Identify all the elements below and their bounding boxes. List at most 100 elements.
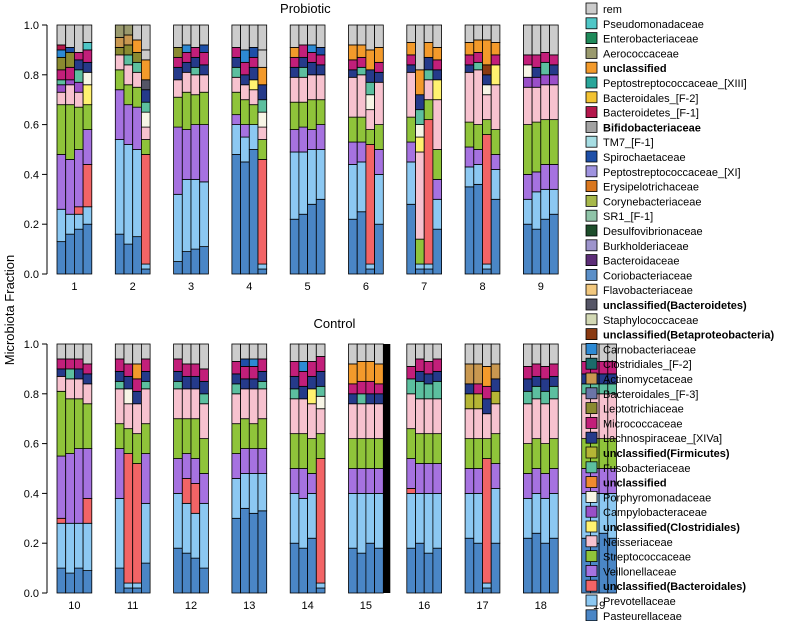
segment-lachnospiraceae-xiva [190,56,201,68]
segment-lachnospiraceae-xiva [531,375,542,387]
segment-streptococcaceae [132,433,142,464]
segment-veillonellaceae [464,146,475,168]
legend-label: Clostridiales_[F-2] [603,359,692,371]
segment-prevotellaceae [123,582,134,589]
segment-rem [415,24,425,71]
segment-unclassified-bacteroidales [74,206,84,215]
segment-streptococcaceae [348,438,358,469]
stacked-bar [181,24,192,275]
segment-veillonellaceae [549,164,559,190]
segment-micrococcaceae [257,358,268,372]
segment-pasteurellaceae [298,213,308,275]
segment-unclassified-bacteroidales [257,159,268,265]
segment-unclassified [132,363,142,380]
segment-micrococcaceae [482,385,492,400]
stacked-bar [406,24,416,275]
stacked-bar [523,24,533,275]
segment-pasteurellaceae [240,507,250,594]
legend-swatch [585,431,598,444]
segment-lachnospiraceae-xiva [482,74,492,86]
segment-lachnospiraceae-xiva [248,66,259,81]
legend-item-coriobacteriaceae-18: Coriobacteriaceae [585,268,692,282]
segment-veillonellaceae [65,159,75,215]
segment-prevotellaceae [140,502,151,564]
stacked-bar [190,24,201,275]
bar-group-1: 1 [56,24,93,293]
segment-neisseriaceae [307,403,317,440]
segment-pasteurellaceae [74,228,84,275]
segment-prevotellaceae [348,492,358,549]
segment-rem [464,343,475,365]
segment-veillonellaceae [289,129,300,153]
segment-micrococcaceae [473,383,483,395]
segment-pasteurellaceae [132,236,142,275]
segment-prevotellaceae [240,473,250,509]
segment-unclassified [365,361,375,382]
segment-neisseriaceae [248,89,259,106]
segment-streptococcaceae [231,423,241,454]
segment-pasteurellaceae [199,567,209,594]
stacked-bar [82,343,93,594]
legend-swatch [585,180,598,193]
segment-rem [248,343,259,360]
stacked-bar [315,24,326,275]
segment-fusobacteriaceae [65,368,75,380]
segment-micrococcaceae [74,51,84,61]
segment-prevotellaceae [257,473,268,512]
segment-neisseriaceae [181,388,192,420]
segment-pasteurellaceae [114,567,125,594]
segment-unclassified [482,366,492,387]
segment-prevotellaceae [199,502,209,569]
segment-streptococcaceae [415,433,425,464]
x-tick-label: 16 [418,600,430,612]
segment-lachnospiraceae-xiva [307,375,317,390]
segment-unclassified-bacteroidales [132,463,142,584]
segment-micrococcaceae [531,363,542,377]
segment-pasteurellaceae [56,241,67,275]
segment-streptococcaceae [74,398,84,449]
segment-streptococcaceae [315,99,326,125]
segment-neisseriaceae [199,403,209,440]
segment-unclassified-bacteroidales [123,453,134,584]
segment-micrococcaceae [374,383,384,395]
segment-streptococcaceae [82,104,93,130]
stacked-bar [248,24,259,275]
x-tick-label: 4 [246,281,252,293]
segment-lachnospiraceae-xiva [531,66,542,78]
legend-label: Lachnospiraceae_[XIVa] [603,433,722,445]
segment-micrococcaceae [348,59,358,71]
segment-prevotellaceae [289,151,300,220]
segment-bacteroidetes-f-1 [56,44,67,51]
legend-swatch [585,550,598,562]
segment-lachnospiraceae-xiva [231,373,241,385]
segment-neisseriaceae [415,151,425,240]
segment-neisseriaceae [307,74,317,101]
segment-neisseriaceae [523,403,533,445]
legend-item-veillonellaceae-38: Veillonellaceae [585,565,676,578]
legend-swatch [585,135,598,148]
segment-micrococcaceae [199,51,209,66]
segment-rem [123,343,134,365]
segment-neisseriaceae [406,393,416,430]
segment-neisseriaceae [549,398,559,440]
segment-fusobacteriaceae [140,101,151,113]
legend-item-aerococcaceae-3: Aerococcaceae [585,47,679,60]
segment-streptococcaceae [199,91,209,126]
segment-rem [173,24,183,48]
segment-unclassified-bacteroidales [82,164,93,208]
segment-micrococcaceae [181,363,192,377]
segment-prevotellaceae [190,512,201,559]
segment-campylobacteraceae [74,81,84,93]
segment-streptococcaceae [415,238,425,265]
segment-rem [199,343,209,370]
segment-rem [490,24,501,43]
segment-lachnospiraceae-xiva [415,370,425,382]
segment-rem [181,24,192,46]
segment-campylobacteraceae [540,74,550,86]
segment-pasteurellaceae [432,547,442,594]
segment-veillonellaceae [173,126,183,195]
bar-group-14: 14 [289,343,326,612]
segment-micrococcaceae [181,51,192,63]
segment-pseudomonadaceae [82,42,93,51]
segment-pasteurellaceae [307,203,317,275]
